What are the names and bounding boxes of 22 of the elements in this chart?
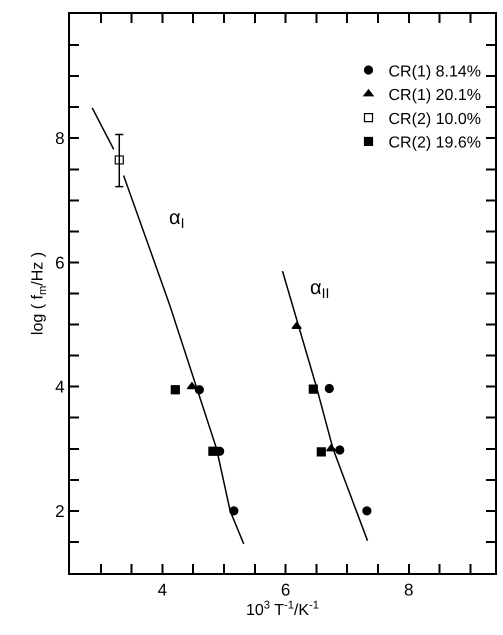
point <box>362 506 372 516</box>
x-tick-label: 6 <box>280 580 290 600</box>
annotation: α$_{I}$ <box>169 207 184 232</box>
line-series <box>282 270 368 542</box>
point <box>316 447 326 456</box>
point <box>208 446 218 456</box>
y-tick-label: 2 <box>55 502 65 521</box>
legend-label: CR(2) 19.6% <box>388 134 481 152</box>
legend-label: CR(1) 8.14% <box>388 63 481 80</box>
point <box>324 384 334 394</box>
y-tick-label: 4 <box>55 378 65 397</box>
y-tick-label: 6 <box>55 253 65 272</box>
point <box>335 445 344 455</box>
x-tick-label: 4 <box>158 580 168 600</box>
x-tick-label: 8 <box>404 580 414 600</box>
legend-label: CR(1) 20.1% <box>388 87 481 104</box>
y-tick-label: 8 <box>55 129 65 148</box>
legend-label: CR(2) 10.0% <box>388 110 481 128</box>
x-axis-title: 10$^{3}$ T$^{-1}$/K$^{-1}$ <box>246 599 319 620</box>
point <box>170 385 180 394</box>
point <box>114 155 124 165</box>
annotation: α$_{II}$ <box>310 277 330 302</box>
